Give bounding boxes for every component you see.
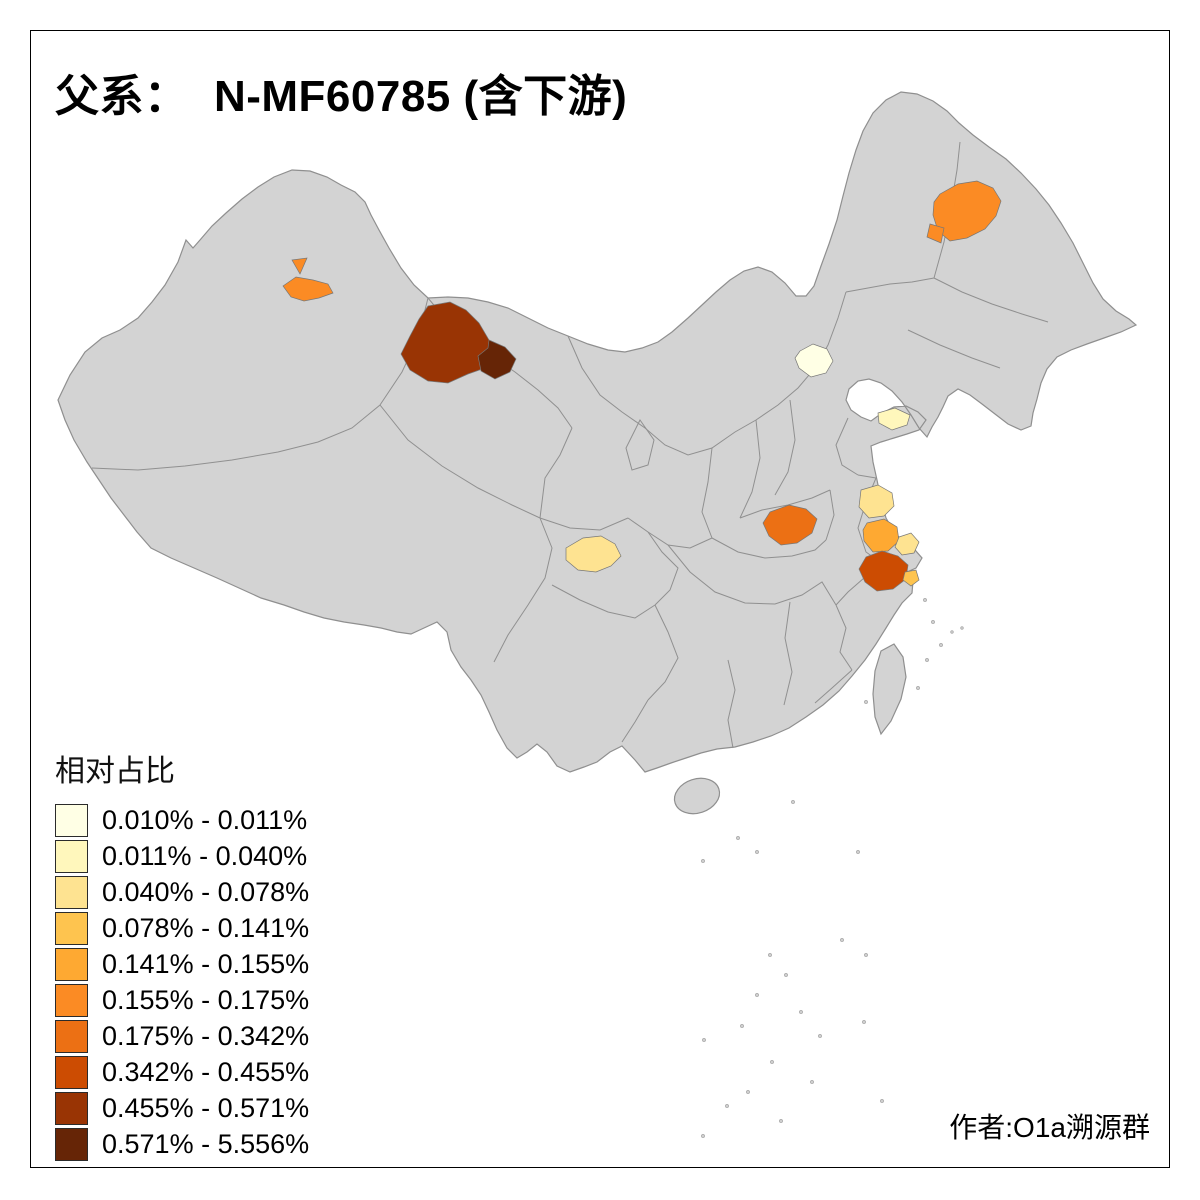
south-china-sea-islands <box>701 836 884 1138</box>
region-jiangsu-south <box>862 518 900 553</box>
legend-row: 0.175% - 0.342% <box>55 1020 309 1053</box>
legend-row: 0.011% - 0.040% <box>55 840 309 873</box>
legend-swatch <box>55 1056 88 1089</box>
legend-label: 0.141% - 0.155% <box>102 949 310 979</box>
region-zhejiang-north <box>858 550 909 592</box>
legend-swatch <box>55 804 88 837</box>
taiwan-island <box>872 643 907 736</box>
hainan-island <box>673 777 721 815</box>
region-hexi-corridor-main <box>400 301 498 384</box>
legend-label: 0.342% - 0.455% <box>102 1057 310 1087</box>
legend-row: 0.342% - 0.455% <box>55 1056 309 1089</box>
region-heilongjiang-main <box>932 180 1002 242</box>
region-north-xinjiang-b <box>282 276 334 302</box>
legend-swatch <box>55 1020 88 1053</box>
legend-row: 0.571% - 5.556% <box>55 1128 309 1161</box>
legend-label: 0.040% - 0.078% <box>102 877 310 907</box>
legend-row: 0.078% - 0.141% <box>55 912 309 945</box>
legend-swatch <box>55 1128 88 1161</box>
region-henan-central <box>762 504 818 546</box>
region-shandong-east <box>877 407 911 431</box>
region-shanghai-area <box>894 532 920 556</box>
region-beijing-area <box>794 343 834 378</box>
legend-swatch <box>55 948 88 981</box>
region-heilongjiang-small <box>926 223 945 244</box>
region-sichuan-west <box>565 535 622 573</box>
legend-swatch <box>55 984 88 1017</box>
region-ningbo-small <box>902 569 920 587</box>
legend-swatch <box>55 840 88 873</box>
china-mainland <box>57 91 1138 773</box>
legend-label: 0.078% - 0.141% <box>102 913 310 943</box>
coastal-islands <box>791 598 964 804</box>
region-north-xinjiang-a <box>291 257 308 275</box>
region-hexi-corridor-east <box>477 339 517 380</box>
legend-label: 0.155% - 0.175% <box>102 985 310 1015</box>
legend-row: 0.010% - 0.011% <box>55 804 309 837</box>
legend-row: 0.455% - 0.571% <box>55 1092 309 1125</box>
page-title: 父系： N-MF60785 (含下游) <box>55 72 628 121</box>
legend-label: 0.010% - 0.011% <box>102 805 308 835</box>
legend-swatch <box>55 876 88 909</box>
legend-label: 0.455% - 0.571% <box>102 1093 310 1123</box>
legend-label: 0.175% - 0.342% <box>102 1021 310 1051</box>
legend-label: 0.011% - 0.040% <box>102 841 308 871</box>
legend-row: 0.155% - 0.175% <box>55 984 309 1017</box>
legend-swatch <box>55 1092 88 1125</box>
legend: 相对占比 0.010% - 0.011% 0.011% - 0.040% 0.0… <box>55 746 309 1164</box>
legend-swatch <box>55 912 88 945</box>
legend-row: 0.040% - 0.078% <box>55 876 309 909</box>
region-jiangsu-north <box>858 484 895 519</box>
legend-title: 相对占比 <box>55 755 175 788</box>
attribution: 作者:O1a溯源群 <box>949 1112 1150 1143</box>
highlighted-regions <box>282 180 1002 592</box>
legend-row: 0.141% - 0.155% <box>55 948 309 981</box>
legend-label: 0.571% - 5.556% <box>102 1129 310 1159</box>
